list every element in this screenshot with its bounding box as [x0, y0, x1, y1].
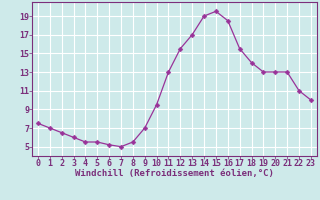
X-axis label: Windchill (Refroidissement éolien,°C): Windchill (Refroidissement éolien,°C)	[75, 169, 274, 178]
